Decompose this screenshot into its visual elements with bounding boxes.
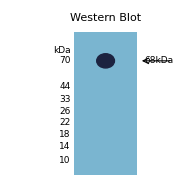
Text: 70: 70 <box>59 56 70 65</box>
Text: 22: 22 <box>59 118 70 127</box>
Text: 14: 14 <box>59 142 70 151</box>
Text: 68kDa: 68kDa <box>144 56 174 65</box>
Ellipse shape <box>97 54 114 68</box>
Text: 18: 18 <box>59 130 70 139</box>
Text: kDa: kDa <box>53 46 70 55</box>
Text: 26: 26 <box>59 107 70 116</box>
Text: 44: 44 <box>59 82 70 91</box>
Bar <box>74 32 137 175</box>
Text: 10: 10 <box>59 156 70 165</box>
Text: 33: 33 <box>59 95 70 104</box>
Text: Western Blot: Western Blot <box>70 13 141 23</box>
